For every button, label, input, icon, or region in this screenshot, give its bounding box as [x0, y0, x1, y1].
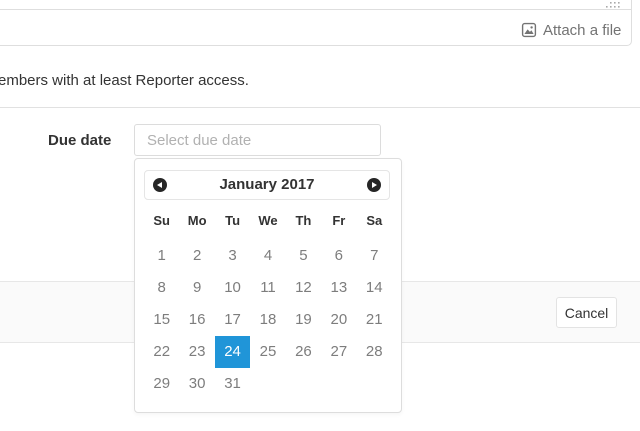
datepicker-header: January 2017: [144, 170, 390, 200]
cancel-button[interactable]: Cancel: [556, 297, 617, 328]
datepicker-month-title: January 2017: [219, 176, 315, 193]
calendar-day[interactable]: 13: [330, 279, 348, 296]
calendar-day[interactable]: 27: [330, 343, 348, 360]
calendar-day[interactable]: 16: [188, 311, 206, 328]
chevron-right-icon: [372, 181, 377, 188]
calendar-day[interactable]: 3: [228, 247, 237, 264]
calendar-empty-cell: [250, 368, 285, 400]
calendar-day[interactable]: 11: [260, 279, 276, 296]
calendar-day[interactable]: 25: [259, 343, 277, 360]
calendar-day[interactable]: 29: [153, 375, 171, 392]
day-name: Su: [153, 213, 171, 228]
description-textarea[interactable]: [0, 0, 631, 10]
calendar-grid: 1 2 3 4 5 6 7 8 9 10 11 12 13 14 15 16 17 18 19 20 21 22 23 24 2…: [144, 240, 392, 400]
calendar-day[interactable]: 14: [365, 279, 383, 296]
day-name: Tu: [225, 213, 241, 228]
day-name: Sa: [366, 213, 383, 228]
calendar-day[interactable]: 7: [370, 247, 379, 264]
calendar-day[interactable]: 2: [192, 247, 202, 264]
calendar-day[interactable]: 18: [259, 311, 277, 328]
calendar-daynames: Su Mo Tu We Th Fr Sa: [144, 213, 392, 229]
calendar-day[interactable]: 1: [157, 247, 166, 264]
chevron-left-icon: [157, 181, 162, 188]
day-name: Mo: [187, 213, 207, 228]
calendar-day[interactable]: 15: [153, 311, 171, 328]
calendar-empty-cell: [357, 368, 392, 400]
next-month-button[interactable]: [367, 178, 381, 192]
calendar-empty-cell: [286, 368, 321, 400]
calendar-day[interactable]: 12: [295, 279, 312, 296]
calendar-day[interactable]: 8: [157, 279, 166, 296]
due-date-input[interactable]: [134, 124, 381, 156]
attach-image-icon: [521, 22, 537, 38]
datepicker-popup: January 2017 Su Mo Tu We Th Fr Sa 1 2 3 4 5 6 7 8 9 10 1…: [134, 158, 402, 413]
calendar-day[interactable]: 6: [334, 247, 344, 264]
calendar-day[interactable]: 20: [330, 311, 348, 328]
day-name: Th: [295, 213, 312, 228]
calendar-day[interactable]: 31: [224, 375, 241, 392]
calendar-day-selected[interactable]: 24: [214, 336, 251, 368]
due-date-label: Due date: [48, 132, 112, 149]
calendar-day[interactable]: 21: [365, 311, 383, 328]
section-divider: [0, 107, 640, 108]
prev-month-button[interactable]: [153, 178, 167, 192]
day-name: We: [258, 213, 278, 228]
calendar-day[interactable]: 28: [365, 343, 383, 360]
calendar-day[interactable]: 17: [224, 311, 241, 328]
calendar-day[interactable]: 22: [153, 343, 171, 360]
calendar-day[interactable]: 4: [263, 247, 273, 264]
attach-file-button[interactable]: Attach a file: [521, 21, 621, 39]
calendar-day[interactable]: 26: [295, 343, 312, 360]
calendar-day[interactable]: 5: [299, 247, 308, 264]
resize-grip-icon[interactable]: [604, 1, 620, 9]
day-name: Fr: [332, 213, 346, 228]
confidential-help-text: embers with at least Reporter access.: [0, 72, 249, 89]
calendar-empty-cell: [321, 368, 356, 400]
calendar-day[interactable]: 23: [188, 343, 206, 360]
attach-file-label: Attach a file: [543, 21, 622, 39]
calendar-day[interactable]: 19: [295, 311, 312, 328]
calendar-day[interactable]: 30: [188, 375, 206, 392]
calendar-day[interactable]: 9: [192, 279, 202, 296]
calendar-day[interactable]: 10: [224, 279, 241, 296]
